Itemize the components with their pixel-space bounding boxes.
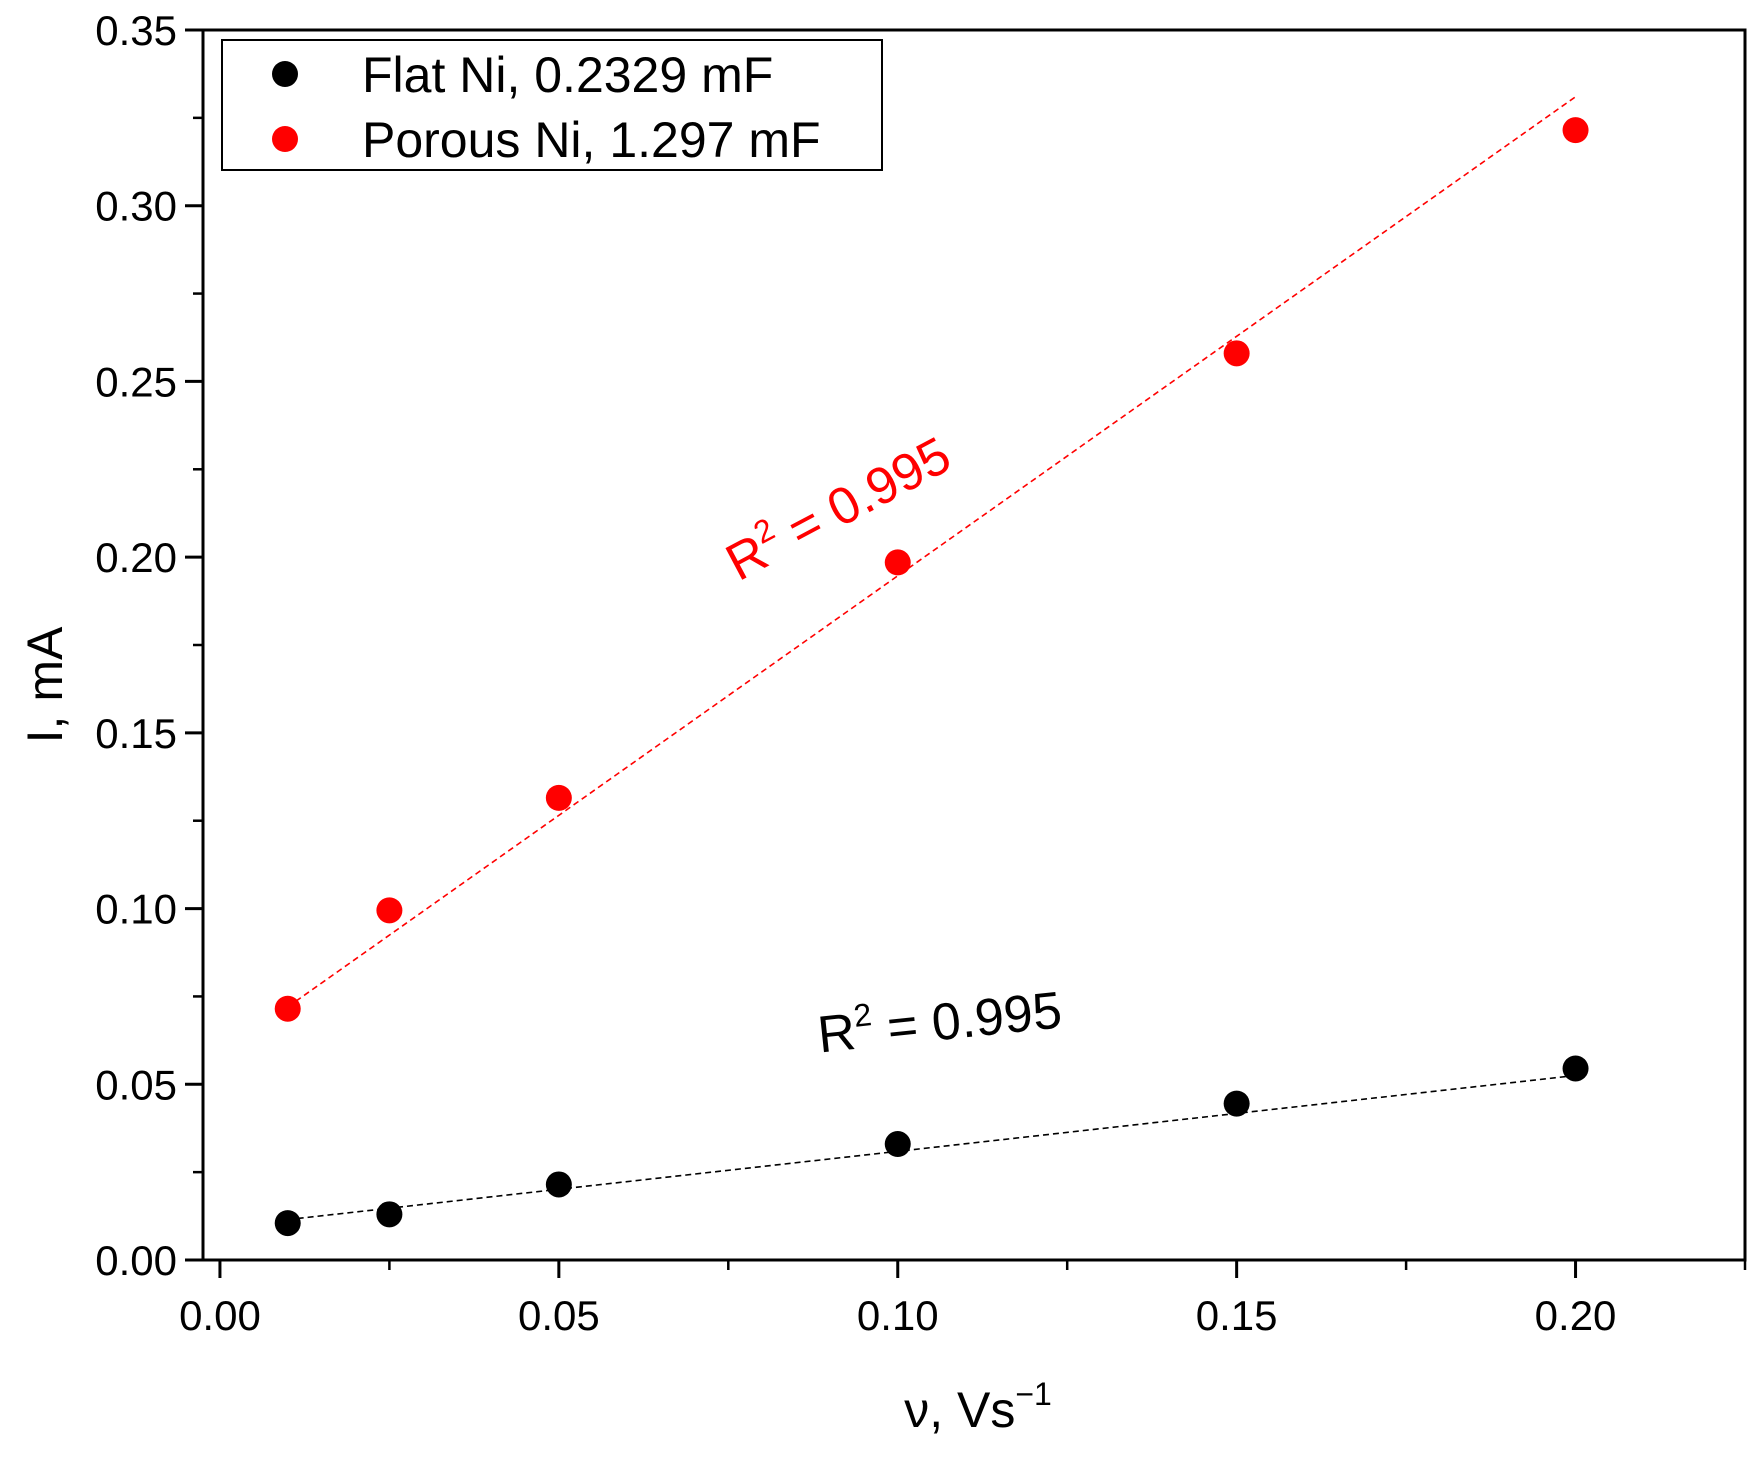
x-axis-title: ν, Vs−1 [904, 1376, 1052, 1438]
y-tick-label: 0.00 [95, 1237, 177, 1284]
porous-ni-data-point [376, 897, 403, 924]
r-squared-prefix: R [815, 1003, 858, 1065]
x-tick-label: 0.10 [857, 1292, 939, 1339]
porous-ni-data-point [274, 995, 301, 1022]
flat-ni-legend-label: Flat Ni, 0.2329 mF [362, 47, 773, 103]
y-tick-label: 0.15 [95, 710, 177, 757]
porous-ni-data-point [545, 784, 572, 811]
x-tick-label: 0.05 [518, 1292, 600, 1339]
flat-ni-data-point [376, 1201, 403, 1228]
flat-ni-legend-marker [272, 61, 298, 87]
r-squared-exponent: 2 [852, 996, 873, 1034]
y-tick-label: 0.05 [95, 1061, 177, 1108]
y-tick-label: 0.30 [95, 183, 177, 230]
data-points [274, 117, 1589, 1237]
x-axis-title-sup: −1 [1015, 1376, 1051, 1412]
y-tick-label: 0.10 [95, 886, 177, 933]
porous-ni-data-point [1223, 340, 1250, 367]
y-tick-label: 0.35 [95, 7, 177, 54]
y-tick-label: 0.20 [95, 534, 177, 581]
r-squared-value: = 0.995 [870, 981, 1064, 1058]
y-axis-ticks: 0.00 0.05 0.10 0.15 0.20 0.25 0.30 0.35 [95, 7, 203, 1284]
flat-ni-r-squared-label: R2 = 0.995 [814, 976, 1064, 1064]
r-squared-value: = 0.995 [766, 426, 960, 566]
flat-ni-data-point [1562, 1055, 1589, 1082]
x-axis-ticks: 0.00 0.05 0.10 0.15 0.20 [179, 1260, 1747, 1339]
x-axis-title-main: ν, Vs [904, 1382, 1015, 1438]
fit-lines [287, 96, 1577, 1221]
x-tick-label: 0.15 [1196, 1292, 1278, 1339]
flat-ni-data-point [1223, 1090, 1250, 1117]
porous-ni-legend-label: Porous Ni, 1.297 mF [362, 112, 821, 168]
porous-ni-fit-line [287, 96, 1577, 1008]
flat-ni-data-point [545, 1171, 572, 1198]
porous-ni-data-point [1562, 117, 1589, 144]
axes [201, 28, 1747, 1262]
y-tick-label: 0.25 [95, 358, 177, 405]
legend-box [221, 39, 883, 171]
legend: Flat Ni, 0.2329 mF Porous Ni, 1.297 mF [221, 39, 883, 171]
porous-ni-data-point [884, 549, 911, 576]
flat-ni-fit-line [287, 1074, 1576, 1221]
porous-ni-legend-marker [272, 126, 298, 152]
flat-ni-data-point [274, 1210, 301, 1237]
y-axis-title: I, mA [17, 626, 73, 743]
flat-ni-data-point [884, 1131, 911, 1158]
porous-ni-r-squared-label: R2 = 0.995 [715, 422, 961, 593]
x-tick-label: 0.20 [1535, 1292, 1617, 1339]
x-tick-label: 0.00 [179, 1292, 261, 1339]
plot-frame [201, 28, 1747, 1262]
